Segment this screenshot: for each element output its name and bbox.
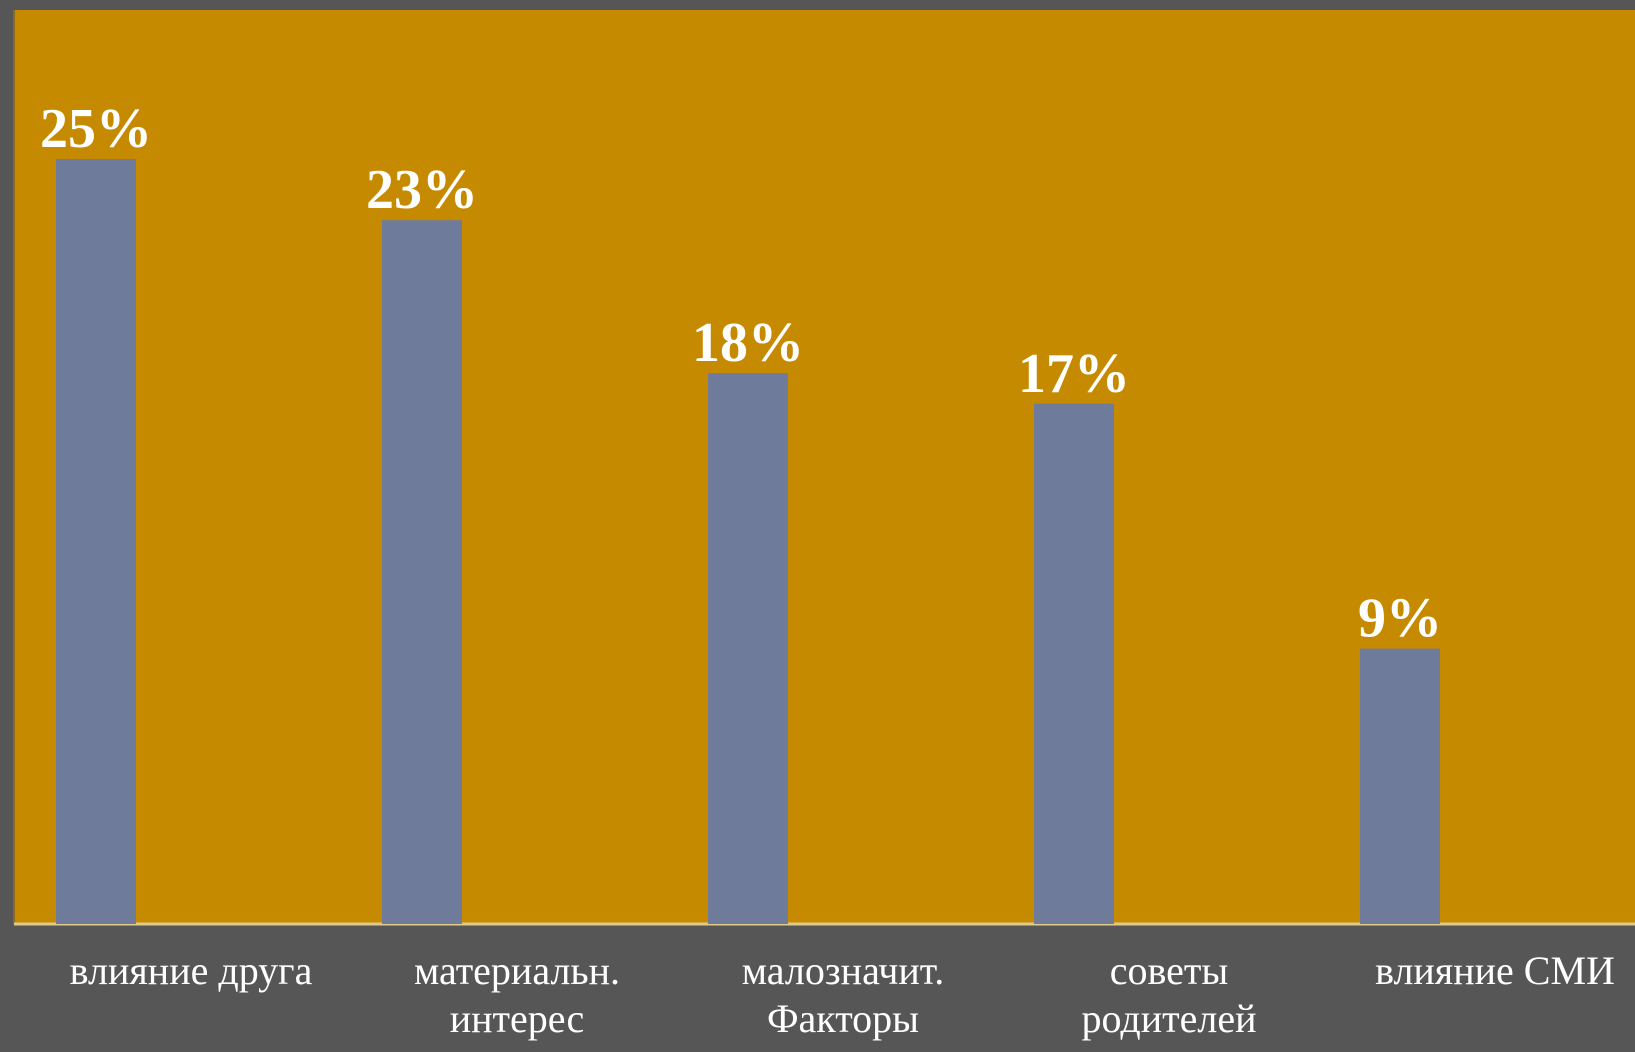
category-label-3: малозначит. Факторы (742, 948, 944, 1041)
category-label-5-line-1: влияние СМИ (1375, 948, 1615, 993)
bar-1 (56, 159, 136, 924)
category-label-3-line-1: малозначит. (742, 948, 944, 993)
data-label-4: 17% (1018, 343, 1130, 405)
category-label-4: советы родителей (1082, 948, 1257, 1041)
bars-layer (56, 159, 1440, 924)
category-label-1-line-1: влияние друга (70, 948, 313, 993)
category-labels-layer: влияние друга материальн. интерес малозначи… (70, 948, 1615, 1041)
value-labels-layer: 25% 23% 18% 17% 9% (40, 98, 1442, 650)
category-label-2-line-2: интерес (450, 996, 585, 1041)
category-label-4-line-1: советы (1110, 948, 1229, 993)
category-label-4-line-2: родителей (1082, 996, 1257, 1041)
category-label-2-line-1: материальн. (414, 948, 620, 993)
bar-5 (1360, 648, 1440, 924)
data-label-3: 18% (692, 312, 804, 374)
category-label-3-line-2: Факторы (767, 996, 919, 1041)
data-label-2: 23% (366, 159, 478, 221)
category-label-5: влияние СМИ (1375, 948, 1615, 993)
bar-3 (708, 373, 788, 924)
data-label-1: 25% (40, 98, 152, 160)
category-label-2: материальн. интерес (414, 948, 620, 1041)
data-label-5: 9% (1358, 588, 1442, 650)
category-label-1: влияние друга (70, 948, 313, 993)
bar-2 (382, 220, 462, 924)
bar-4 (1034, 403, 1114, 924)
